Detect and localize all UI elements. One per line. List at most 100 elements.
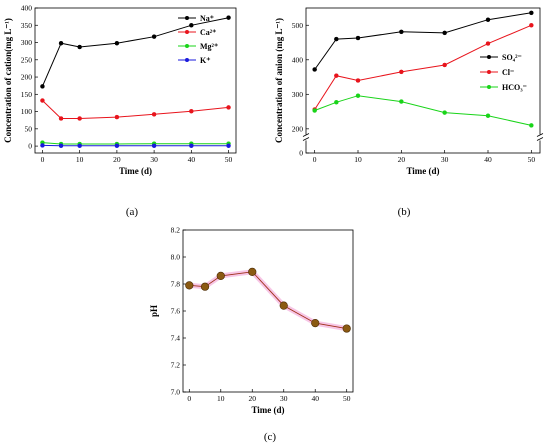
x-tick-label: 10 xyxy=(217,394,225,403)
y-tick-label: 7.4 xyxy=(171,334,181,343)
x-tick-label: 30 xyxy=(441,155,449,164)
x-tick-label: 0 xyxy=(187,394,191,403)
data-point xyxy=(226,15,231,20)
data-point xyxy=(189,143,194,148)
data-point xyxy=(58,40,64,46)
legend-marker xyxy=(185,58,189,62)
data-point xyxy=(442,110,447,115)
y-tick-label: 7.8 xyxy=(171,280,181,289)
data-point xyxy=(334,73,339,78)
data-point xyxy=(529,123,534,128)
y-tick-label: 7.6 xyxy=(171,307,181,316)
data-point xyxy=(334,36,339,42)
data-point xyxy=(485,17,491,22)
data-point xyxy=(529,23,534,28)
legend-marker xyxy=(185,44,189,48)
legend-label: Ca²⁺ xyxy=(200,28,216,37)
x-tick-label: 40 xyxy=(311,394,319,403)
data-point xyxy=(58,143,64,148)
y-tick-label: 400 xyxy=(292,55,304,64)
legend-label: Na⁺ xyxy=(200,14,214,23)
axis-break-mark xyxy=(536,137,544,141)
axis-break-mark xyxy=(302,133,310,137)
data-point xyxy=(399,69,404,75)
axis-break-gap xyxy=(303,134,309,141)
caption-b: (b) xyxy=(398,206,411,218)
legend-label: Mg²⁺ xyxy=(200,42,218,51)
y-axis-label: pH xyxy=(149,305,159,317)
legend-marker xyxy=(487,70,491,74)
y-tick-label: 50 xyxy=(25,124,33,133)
data-point xyxy=(77,143,82,148)
legend-marker xyxy=(185,16,189,20)
x-tick-label: 40 xyxy=(188,155,196,164)
data-point xyxy=(114,40,120,46)
data-point xyxy=(40,98,45,103)
data-point xyxy=(40,143,45,148)
series-line xyxy=(314,24,532,110)
caption-c: (c) xyxy=(264,431,277,443)
legend-label: Cl⁻ xyxy=(502,68,514,77)
legend-marker xyxy=(185,30,189,34)
axis-break-mark xyxy=(536,133,544,137)
plot-frame xyxy=(34,7,237,154)
data-point xyxy=(58,116,64,121)
x-axis-label: Time (d) xyxy=(119,166,152,176)
data-point xyxy=(189,108,194,114)
data-point xyxy=(114,143,120,148)
y-tick-label: 0 xyxy=(28,142,32,151)
x-tick-label: 40 xyxy=(484,155,492,164)
data-point xyxy=(355,35,361,41)
data-point xyxy=(226,143,231,148)
y-tick-label: 300 xyxy=(292,90,304,99)
data-point xyxy=(151,143,157,148)
series-line xyxy=(314,95,532,126)
y-tick-label: 400 xyxy=(21,4,33,13)
chart-c: 0 10 20 30 40 50 Time (d) 7.0 7.2 7.4 7.6 7.8 8.0 8.2… xyxy=(149,226,354,415)
data-point xyxy=(311,319,320,328)
data-point xyxy=(334,100,339,105)
x-tick-label: 0 xyxy=(313,155,317,164)
y-tick-label: 7.2 xyxy=(171,361,181,370)
x-tick-label: 0 xyxy=(41,155,45,164)
axis-break-gap xyxy=(537,134,543,141)
data-point xyxy=(279,301,288,310)
x-axis-label: Time (d) xyxy=(406,166,439,176)
data-point xyxy=(77,116,82,121)
data-point xyxy=(342,324,351,333)
data-point xyxy=(399,99,404,104)
y-tick-label: 7.0 xyxy=(171,388,181,397)
x-tick-label: 20 xyxy=(113,155,121,164)
data-point xyxy=(151,112,157,117)
series-glow xyxy=(186,269,350,332)
x-axis-label: Time (d) xyxy=(251,405,284,415)
data-point xyxy=(40,84,45,89)
y-tick-label: 8.0 xyxy=(171,253,181,262)
data-point xyxy=(399,29,404,35)
data-point xyxy=(189,23,194,28)
plot-frame xyxy=(305,7,541,154)
x-tick-label: 50 xyxy=(225,155,233,164)
series-line xyxy=(42,100,229,119)
y-tick-label: 8.2 xyxy=(171,226,181,235)
y-tick-label: 100 xyxy=(21,107,33,116)
series-line xyxy=(314,12,532,70)
legend-marker xyxy=(487,85,491,89)
data-point xyxy=(200,282,210,291)
data-point xyxy=(114,114,120,120)
data-point xyxy=(529,10,534,16)
data-point xyxy=(151,34,157,39)
x-tick-label: 10 xyxy=(354,155,362,164)
chart-a: 0 10 20 30 40 50 Time (d) 0 50 100 150 200 250 300 350… xyxy=(3,4,237,176)
data-point xyxy=(216,271,225,281)
series-line xyxy=(42,142,229,145)
legend-marker xyxy=(487,55,491,59)
x-tick-label: 20 xyxy=(398,155,406,164)
y-axis-label: Concentration of cation(mg L⁻¹) xyxy=(3,18,13,143)
data-point xyxy=(355,93,361,98)
x-tick-label: 10 xyxy=(76,155,84,164)
x-tick-label: 30 xyxy=(280,394,288,403)
legend-label: K⁺ xyxy=(200,56,210,65)
y-tick-label: 350 xyxy=(21,21,33,30)
